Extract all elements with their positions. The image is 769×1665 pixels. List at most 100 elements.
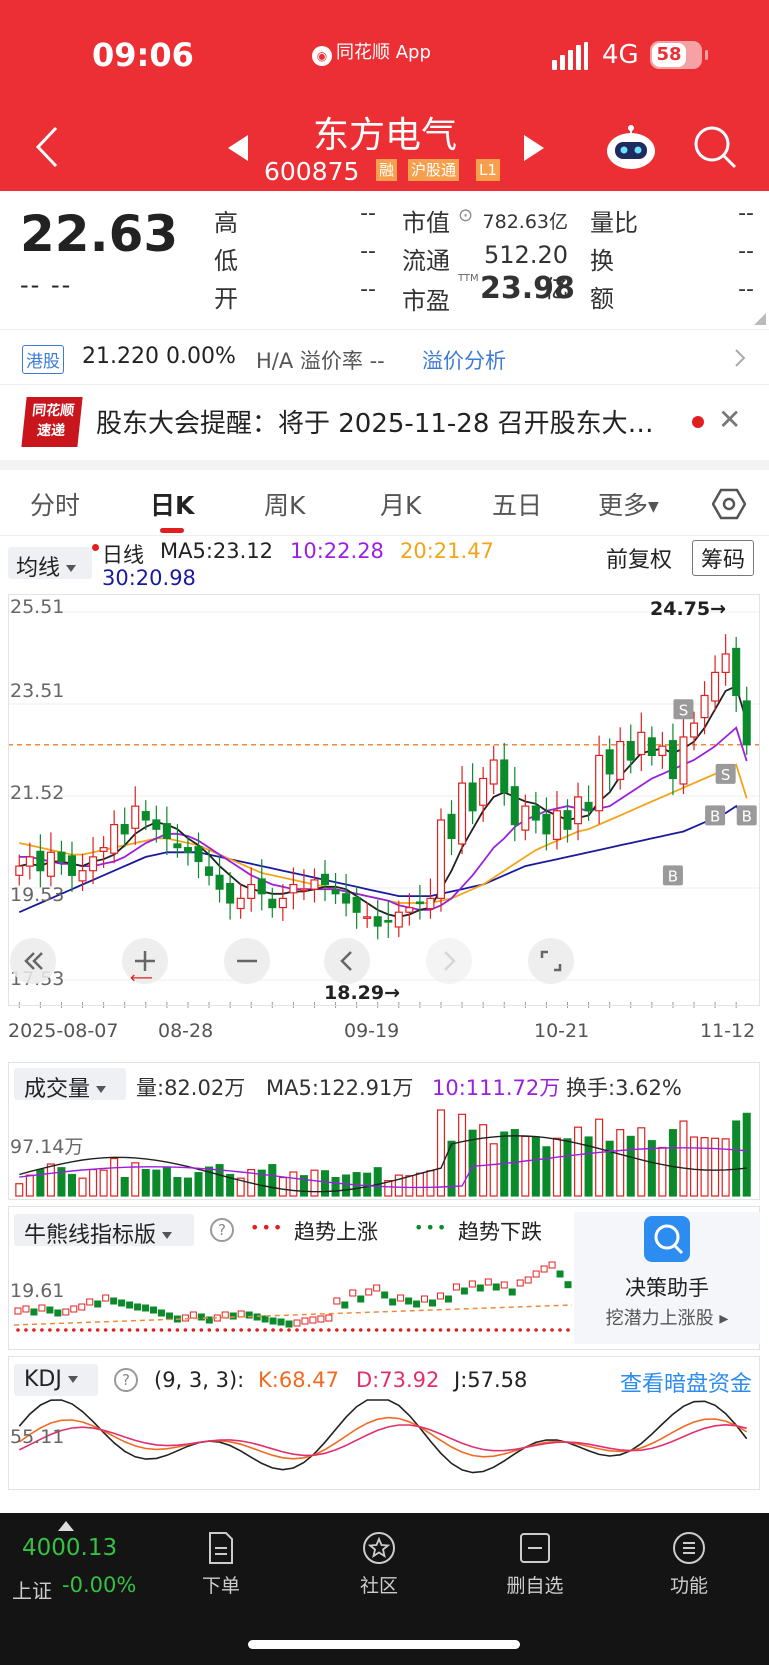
tab-more[interactable]: 更多▼ <box>598 486 659 522</box>
tab-weekly-k[interactable]: 周K <box>264 491 306 520</box>
kline-pane <box>8 594 760 1006</box>
kline-chart[interactable]: S S B B B <box>0 590 769 1490</box>
bullbear-candle <box>94 1300 102 1308</box>
decision-helper-panel[interactable]: 决策助手 挖潜力上涨股 ▸ <box>574 1212 760 1344</box>
buy-signal-marker[interactable]: B <box>705 805 726 826</box>
tab-daily-k[interactable]: 日K <box>150 491 195 520</box>
back-arrow-icon[interactable] <box>30 122 64 172</box>
volume-select[interactable]: 成交量 <box>14 1068 126 1102</box>
nav-remove-watchlist[interactable]: 删自选 <box>490 1531 580 1598</box>
volume-bar <box>447 1140 456 1197</box>
turnover-label: 换 <box>590 247 614 275</box>
volume-bar <box>711 1137 720 1197</box>
decision-helper-sub: 挖潜力上涨股 ▸ <box>605 1308 729 1329</box>
volume-bar <box>183 1177 192 1197</box>
expand-corner-icon[interactable] <box>754 313 766 325</box>
candle-down <box>510 786 519 826</box>
candle-up <box>236 897 245 910</box>
tab-monthly-k[interactable]: 月K <box>380 491 422 520</box>
low-value: -- <box>360 239 376 264</box>
amount-label: 额 <box>590 285 614 313</box>
candle-down <box>605 749 614 775</box>
bullbear-candle <box>189 1311 197 1319</box>
trend-up-dot <box>422 1328 427 1332</box>
nav-functions[interactable]: 功能 <box>644 1531 734 1598</box>
search-icon[interactable] <box>692 124 738 170</box>
next-stock-icon[interactable] <box>520 133 546 163</box>
signal-label: B <box>668 867 678 885</box>
bullbear-candle <box>229 1312 237 1320</box>
buy-signal-marker[interactable]: B <box>662 865 683 886</box>
pe-label: 市盈 <box>402 287 450 315</box>
candle-up <box>131 805 140 829</box>
volume-bar <box>468 1129 477 1197</box>
bullbear-candle <box>444 1295 452 1303</box>
candle-up <box>247 883 256 899</box>
help-icon[interactable]: ? <box>114 1368 138 1392</box>
tab-intraday[interactable]: 分时 <box>30 491 81 520</box>
mcap-value: 782.63亿 <box>482 211 568 233</box>
candle-down <box>447 813 456 840</box>
news-text[interactable]: 股东大会提醒：将于 2025-11-28 召开股东大… <box>96 409 654 439</box>
candle-down <box>352 896 361 913</box>
index-value[interactable]: 4000.13 <box>22 1535 118 1561</box>
robot-assistant-icon[interactable] <box>605 120 657 172</box>
volume-bar <box>173 1176 182 1197</box>
bullbear-select[interactable]: 牛熊线指标版 <box>14 1214 194 1248</box>
settings-hexagon-icon[interactable] <box>712 488 746 520</box>
scroll-right-button[interactable] <box>426 938 472 984</box>
caret-down-icon <box>162 1232 173 1239</box>
trend-up-dot <box>183 1328 188 1332</box>
volume-bar <box>110 1157 119 1197</box>
bullbear-candle <box>413 1300 421 1308</box>
volume-bar <box>616 1129 625 1197</box>
volume-bar <box>721 1138 730 1197</box>
bullbear-candle <box>556 1270 564 1278</box>
ma30-line <box>18 804 748 914</box>
adjust-toggle[interactable]: 前复权 <box>606 548 673 573</box>
premium-analysis-link[interactable]: 溢价分析 <box>422 349 506 373</box>
candle-down <box>320 873 330 886</box>
kdj-y-tick: 55.11 <box>10 1426 65 1448</box>
hk-share-row[interactable]: 港股 21.220 0.00% H/A 溢价率 -- 溢价分析 <box>0 329 769 385</box>
prev-stock-icon[interactable] <box>226 133 252 163</box>
decision-helper-icon <box>644 1216 690 1262</box>
candle-up <box>15 865 24 876</box>
scroll-left-button[interactable] <box>324 938 370 984</box>
bullbear-candle <box>38 1304 46 1312</box>
zoom-in-button[interactable] <box>122 938 168 984</box>
kdj-select[interactable]: KDJ <box>14 1364 98 1396</box>
help-icon[interactable]: ? <box>210 1218 234 1242</box>
dark-pool-link[interactable]: 查看暗盘资金 <box>620 1372 753 1397</box>
news-banner[interactable]: 同花顺 速递 股东大会提醒：将于 2025-11-28 召开股东大… <box>0 385 769 460</box>
status-app-name: ◉ 同花顺 App <box>312 38 431 66</box>
buy-signal-marker[interactable]: B <box>736 805 757 826</box>
nav-order[interactable]: 下单 <box>176 1531 266 1598</box>
trend-up-dot <box>542 1328 546 1332</box>
trend-up-dot <box>534 1328 538 1332</box>
caret-down-icon <box>96 1086 107 1093</box>
nav-community[interactable]: 社区 <box>334 1531 424 1598</box>
candle-down <box>57 851 66 863</box>
indicator-select[interactable]: 均线 <box>8 547 92 581</box>
tab-five-day[interactable]: 五日 <box>492 491 543 520</box>
volume-bar <box>647 1140 656 1197</box>
trend-up-dot <box>327 1328 331 1332</box>
info-icon[interactable]: ⊙ <box>458 205 474 226</box>
trend-up-dot <box>215 1328 220 1332</box>
trend-up-dot <box>159 1328 164 1332</box>
candle-down <box>141 811 150 821</box>
pe-value: 23.98 <box>480 271 575 306</box>
candle-down <box>215 874 224 890</box>
trend-up-dot <box>71 1328 76 1332</box>
sell-signal-marker[interactable]: S <box>715 763 736 784</box>
candle-down <box>183 847 192 853</box>
chips-button[interactable]: 筹码 <box>692 540 755 576</box>
bullbear-candle <box>500 1281 508 1289</box>
scroll-left-fast-button[interactable] <box>10 938 56 984</box>
sell-signal-marker[interactable]: S <box>673 699 694 720</box>
fullscreen-button[interactable] <box>528 938 574 984</box>
zoom-out-button[interactable] <box>224 938 270 984</box>
volume-bar <box>310 1169 319 1197</box>
close-icon[interactable]: ✕ <box>718 403 742 436</box>
